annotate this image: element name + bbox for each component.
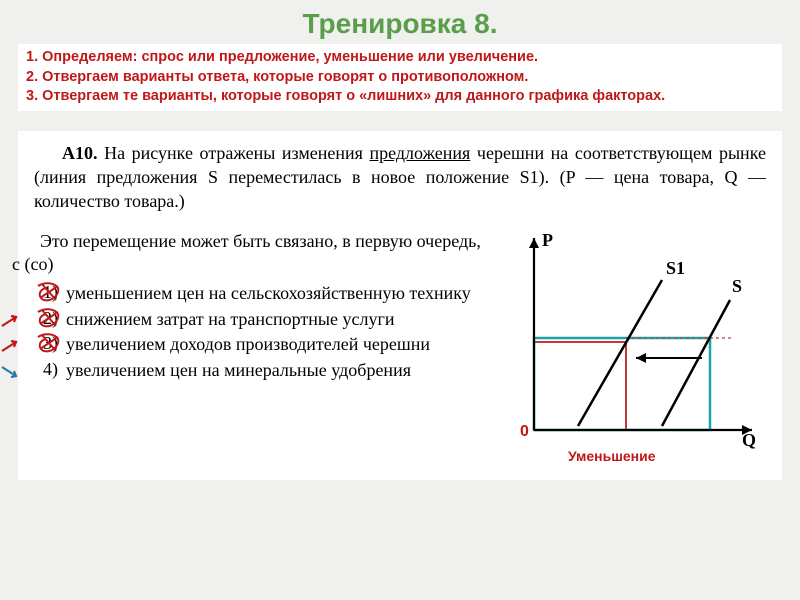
option-3: 3) увеличением доходов производителей че… (34, 333, 486, 356)
option-3-text: увеличением доходов производителей череш… (66, 333, 430, 356)
option-4-text: увеличением цен на минеральные удобрения (66, 359, 411, 382)
instruction-line-3: 3. Отвергаем те варианты, которые говоря… (26, 87, 774, 107)
option-1: 1) уменьшением цен на сельскохозяйственн… (34, 282, 486, 305)
option-1-num: 1) (34, 282, 66, 303)
options-column: Это перемещение может быть связано, в пе… (34, 230, 486, 470)
decrease-label: Уменьшение (568, 448, 656, 464)
arrow-down-icon (0, 365, 20, 379)
option-2-num: 2) (34, 308, 66, 329)
slide-title: Тренировка 8. (0, 0, 800, 44)
lead-in-text: Это перемещение может быть связано, в пе… (12, 230, 486, 277)
problem-text: А10. На рисунке отражены изменения предл… (34, 141, 766, 214)
svg-text:S1: S1 (666, 258, 685, 278)
arrow-up-icon (0, 339, 20, 353)
option-4-num: 4) (34, 359, 66, 380)
svg-text:0: 0 (520, 423, 529, 440)
option-2-text: снижением затрат на транспортные услуги (66, 308, 394, 331)
option-3-num: 3) (34, 333, 66, 354)
instruction-line-1: 1. Определяем: спрос или предложение, ум… (26, 48, 774, 68)
problem-block: А10. На рисунке отражены изменения предл… (18, 131, 782, 480)
lower-row: Это перемещение может быть связано, в пе… (34, 230, 766, 470)
problem-underlined: предложения (370, 143, 471, 163)
option-4: 4) увеличением цен на минеральные удобре… (34, 359, 486, 382)
problem-label: А10. (62, 143, 98, 163)
chart-column: P Q S S1 0 Уменьшение (486, 230, 766, 470)
title-text: Тренировка 8. (303, 8, 498, 39)
svg-text:S: S (732, 276, 742, 296)
instruction-line-2: 2. Отвергаем варианты ответа, которые го… (26, 68, 774, 88)
arrow-up-icon (0, 314, 20, 328)
supply-chart: P Q S S1 0 (486, 230, 766, 470)
option-1-text: уменьшением цен на сельскохозяйственную … (66, 282, 471, 305)
svg-text:P: P (542, 230, 553, 250)
problem-before: На рисунке отражены изменения (98, 143, 370, 163)
instruction-box: 1. Определяем: спрос или предложение, ум… (18, 44, 782, 111)
option-2: 2) снижением затрат на транспортные услу… (34, 308, 486, 331)
svg-text:Q: Q (742, 430, 756, 450)
